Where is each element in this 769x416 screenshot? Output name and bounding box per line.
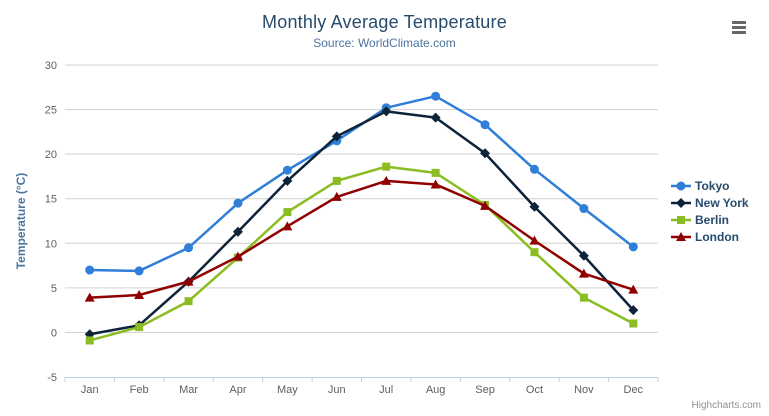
data-point-new-york-jun[interactable] xyxy=(331,131,342,142)
data-point-tokyo-jan[interactable] xyxy=(85,265,95,275)
data-point-london-dec[interactable] xyxy=(628,284,639,294)
y-axis-title: Temperature (°C) xyxy=(14,173,28,270)
data-point-tokyo-oct[interactable] xyxy=(529,164,539,174)
data-point-tokyo-mar[interactable] xyxy=(184,243,194,253)
x-axis-label: Apr xyxy=(229,384,246,396)
series-line-new-york xyxy=(88,110,635,336)
data-point-tokyo-nov[interactable] xyxy=(579,204,589,214)
credits-link[interactable]: Highcharts.com xyxy=(691,400,761,411)
data-point-tokyo-may[interactable] xyxy=(282,165,292,175)
x-axis-label: Dec xyxy=(624,384,644,396)
legend-marker-triangle-icon xyxy=(671,232,691,241)
chart-title: Monthly Average Temperature xyxy=(262,12,507,32)
data-point-london-mar[interactable] xyxy=(183,276,194,286)
legend-item-london[interactable]: London xyxy=(671,230,749,244)
y-axis-label: 15 xyxy=(45,194,57,206)
y-axis-label: 30 xyxy=(45,60,57,72)
hamburger-bar xyxy=(732,25,746,29)
data-point-london-nov[interactable] xyxy=(578,268,589,278)
data-point-berlin-nov[interactable] xyxy=(579,293,588,302)
x-axis-label: Jun xyxy=(328,384,346,396)
x-axis-label: Sep xyxy=(475,384,495,396)
data-point-new-york-oct[interactable] xyxy=(529,201,540,212)
legend-label: Tokyo xyxy=(695,179,730,193)
data-point-tokyo-aug[interactable] xyxy=(431,91,441,101)
data-point-london-apr[interactable] xyxy=(232,251,243,261)
hamburger-bar xyxy=(732,20,746,24)
data-point-london-sep[interactable] xyxy=(480,200,491,210)
data-point-new-york-sep[interactable] xyxy=(480,148,491,159)
legend-item-berlin[interactable]: Berlin xyxy=(671,213,749,227)
data-point-berlin-mar[interactable] xyxy=(184,297,193,306)
y-axis-label: 25 xyxy=(45,105,57,117)
data-point-tokyo-sep[interactable] xyxy=(480,120,490,130)
legend-marker-circle-icon xyxy=(671,181,691,191)
data-point-berlin-dec[interactable] xyxy=(629,319,638,328)
data-point-london-jun[interactable] xyxy=(331,191,342,201)
x-axis-label: Feb xyxy=(130,384,149,396)
hamburger-icon[interactable] xyxy=(732,19,748,35)
legend-label: Berlin xyxy=(695,213,730,227)
x-axis-label: Aug xyxy=(426,384,446,396)
chart-subtitle: Source: WorldClimate.com xyxy=(313,36,456,50)
legend: Tokyo New York Berlin London xyxy=(671,179,749,244)
data-point-london-may[interactable] xyxy=(282,221,293,231)
data-point-new-york-nov[interactable] xyxy=(578,250,589,261)
x-axis-label: Jan xyxy=(81,384,99,396)
data-point-berlin-oct[interactable] xyxy=(530,248,539,257)
data-point-london-feb[interactable] xyxy=(134,289,145,299)
legend-label: New York xyxy=(695,196,749,210)
data-point-new-york-dec[interactable] xyxy=(628,305,639,316)
series-line-berlin xyxy=(88,165,635,342)
x-axis-label: May xyxy=(277,384,298,396)
data-point-tokyo-feb[interactable] xyxy=(134,266,144,276)
data-point-london-aug[interactable] xyxy=(430,179,441,189)
legend-marker-square-icon xyxy=(671,216,691,224)
data-point-berlin-jun[interactable] xyxy=(332,176,341,185)
data-point-new-york-aug[interactable] xyxy=(430,112,441,123)
data-point-berlin-jan[interactable] xyxy=(85,336,94,345)
data-point-london-oct[interactable] xyxy=(529,235,540,245)
data-point-new-york-jul[interactable] xyxy=(381,106,392,117)
legend-item-new-york[interactable]: New York xyxy=(671,196,749,210)
data-point-berlin-may[interactable] xyxy=(283,208,292,217)
data-point-new-york-may[interactable] xyxy=(282,175,293,186)
legend-marker-diamond-icon xyxy=(671,198,691,208)
series-line-tokyo xyxy=(88,94,635,273)
legend-item-tokyo[interactable]: Tokyo xyxy=(671,179,749,193)
y-axis-label: -5 xyxy=(47,372,57,384)
x-axis-label: Mar xyxy=(179,384,198,396)
x-axis-label: Nov xyxy=(574,384,594,396)
hamburger-bar xyxy=(732,30,746,34)
data-point-tokyo-apr[interactable] xyxy=(233,198,243,208)
y-axis-label: 0 xyxy=(51,327,57,339)
y-axis-label: 10 xyxy=(45,238,57,250)
y-axis-label: 5 xyxy=(51,283,57,295)
data-point-tokyo-dec[interactable] xyxy=(628,242,638,252)
x-axis-label: Jul xyxy=(379,384,393,396)
x-axis-label: Oct xyxy=(526,384,543,396)
data-point-london-jan[interactable] xyxy=(84,292,95,302)
data-point-berlin-aug[interactable] xyxy=(431,168,440,177)
data-point-new-york-apr[interactable] xyxy=(232,226,243,237)
data-point-london-jul[interactable] xyxy=(381,175,392,185)
data-point-berlin-jul[interactable] xyxy=(382,162,391,171)
series-line-london xyxy=(88,179,635,299)
legend-label: London xyxy=(695,230,739,244)
y-axis-label: 20 xyxy=(45,149,57,161)
data-point-berlin-feb[interactable] xyxy=(135,323,144,332)
